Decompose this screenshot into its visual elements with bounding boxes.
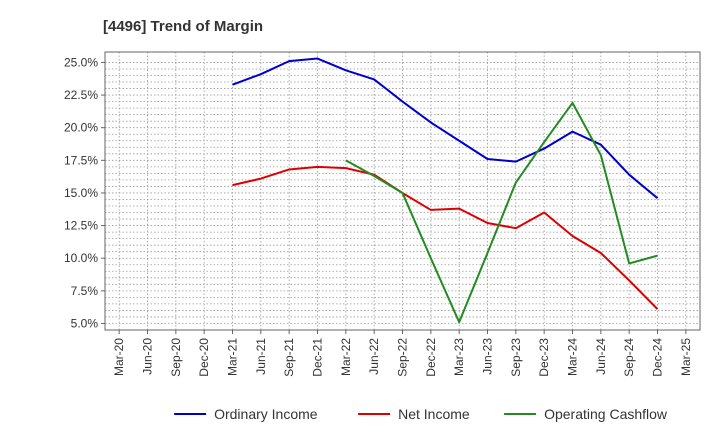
x-tick-label: Sep-24 xyxy=(622,338,636,377)
x-tick-label: Mar-20 xyxy=(112,338,126,376)
x-tick-label: Jun-20 xyxy=(141,338,155,375)
x-tick-label: Jun-22 xyxy=(367,338,381,375)
legend-label-ordinary-income: Ordinary Income xyxy=(214,406,318,422)
x-tick-label: Dec-24 xyxy=(651,338,665,377)
x-tick-label: Dec-22 xyxy=(424,338,438,377)
y-tick-label: 5.0% xyxy=(71,316,99,330)
x-tick-label: Jun-23 xyxy=(481,338,495,375)
y-tick-label: 22.5% xyxy=(64,88,98,102)
x-tick-label: Mar-25 xyxy=(679,338,693,376)
y-tick-label: 7.5% xyxy=(71,284,99,298)
x-tick-label: Dec-23 xyxy=(537,338,551,377)
series-line-net-income xyxy=(232,165,659,310)
x-tick-label: Mar-22 xyxy=(339,338,353,376)
x-tick-label: Mar-21 xyxy=(226,338,240,376)
x-tick-label: Jun-24 xyxy=(594,338,608,375)
x-tick-label: Sep-22 xyxy=(396,338,410,377)
x-axis-ticks: Mar-20 Jun-20 Sep-20 Dec-20 Mar-21 Jun-21 Sep-… xyxy=(112,330,693,377)
series-line-operating-cashflow xyxy=(345,101,658,324)
x-tick-label: Mar-24 xyxy=(566,338,580,376)
y-tick-label: 10.0% xyxy=(64,251,98,265)
grid-lines xyxy=(105,52,700,330)
y-tick-label: 15.0% xyxy=(64,186,98,200)
x-tick-label: Dec-20 xyxy=(197,338,211,377)
y-tick-label: 20.0% xyxy=(64,121,98,135)
legend-label-net-income: Net Income xyxy=(398,406,470,422)
chart-title: [4496] Trend of Margin xyxy=(103,18,263,35)
y-tick-label: 25.0% xyxy=(64,55,98,69)
x-tick-label: Jun-21 xyxy=(254,338,268,375)
x-tick-label: Dec-21 xyxy=(311,338,325,377)
series-line-ordinary-income xyxy=(232,57,659,199)
x-tick-label: Sep-21 xyxy=(282,338,296,377)
y-tick-label: 12.5% xyxy=(64,219,98,233)
legend: Ordinary Income Net Income Operating Cashf… xyxy=(174,406,668,422)
series-lines xyxy=(232,57,659,324)
legend-label-operating-cashflow: Operating Cashflow xyxy=(544,406,668,422)
y-axis-ticks: 5.0% 7.5% 10.0% 12.5% 15.0% 17.5% 20.0% 22.5% 25… xyxy=(64,55,105,330)
x-tick-label: Mar-23 xyxy=(452,338,466,376)
x-tick-label: Sep-20 xyxy=(169,338,183,377)
y-tick-label: 17.5% xyxy=(64,153,98,167)
x-tick-label: Sep-23 xyxy=(509,338,523,377)
